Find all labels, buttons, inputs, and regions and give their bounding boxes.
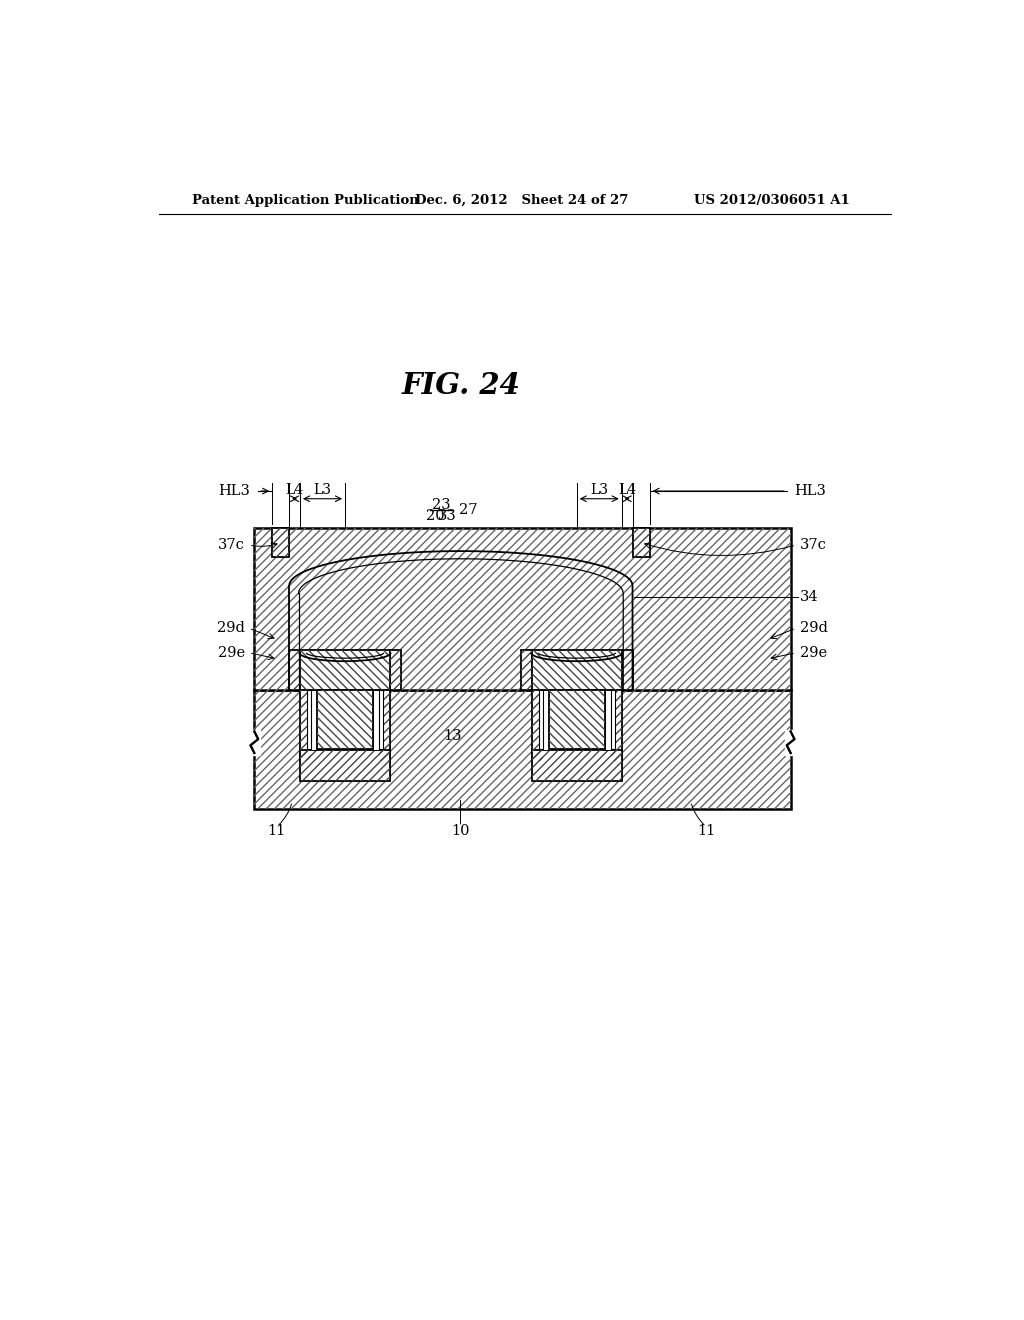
Text: 33: 33: [438, 508, 457, 523]
Bar: [633, 528, 649, 557]
Bar: [289, 649, 300, 689]
Bar: [254, 689, 791, 809]
Polygon shape: [300, 689, 390, 771]
Bar: [300, 750, 390, 781]
Bar: [307, 689, 311, 748]
Bar: [539, 689, 543, 748]
Text: L3: L3: [590, 483, 608, 496]
Text: 10: 10: [452, 824, 470, 838]
Bar: [622, 649, 633, 689]
Bar: [531, 689, 543, 760]
Bar: [622, 649, 633, 689]
Text: Dec. 6, 2012   Sheet 24 of 27: Dec. 6, 2012 Sheet 24 of 27: [415, 194, 628, 207]
Bar: [390, 649, 400, 689]
Bar: [531, 750, 622, 781]
Bar: [390, 649, 400, 689]
Text: Patent Application Publication: Patent Application Publication: [191, 194, 418, 207]
Bar: [531, 649, 622, 689]
Bar: [604, 689, 611, 750]
Text: 37c: 37c: [218, 539, 245, 552]
Bar: [379, 689, 383, 748]
Bar: [300, 649, 390, 689]
Bar: [611, 689, 622, 760]
Bar: [633, 528, 649, 557]
Bar: [317, 689, 373, 748]
Text: 23: 23: [432, 498, 451, 512]
Bar: [611, 689, 614, 748]
Text: HL3: HL3: [218, 484, 251, 498]
Polygon shape: [531, 689, 622, 771]
Bar: [379, 689, 390, 760]
Text: US 2012/0306051 A1: US 2012/0306051 A1: [693, 194, 850, 207]
Text: FIG. 24: FIG. 24: [401, 371, 520, 400]
Text: L3: L3: [313, 483, 332, 496]
Text: 34: 34: [800, 590, 818, 605]
Bar: [289, 649, 300, 689]
Text: 37c: 37c: [800, 539, 826, 552]
Text: 11: 11: [697, 824, 716, 838]
Bar: [300, 649, 390, 689]
Bar: [549, 689, 604, 748]
Bar: [379, 689, 390, 760]
Bar: [300, 689, 311, 760]
Bar: [531, 689, 543, 760]
Text: 27: 27: [460, 503, 478, 517]
Bar: [521, 649, 531, 689]
Bar: [611, 689, 622, 760]
Text: 16(14): 16(14): [317, 729, 366, 743]
Text: 29d: 29d: [217, 622, 245, 635]
Bar: [531, 750, 622, 781]
Bar: [254, 528, 791, 689]
Bar: [300, 750, 390, 781]
Text: L4: L4: [286, 483, 304, 496]
Bar: [254, 689, 791, 809]
Bar: [373, 689, 379, 750]
Bar: [300, 689, 311, 760]
Bar: [521, 649, 531, 689]
Bar: [317, 689, 373, 748]
Bar: [272, 528, 289, 557]
Bar: [254, 528, 791, 689]
Bar: [531, 649, 622, 689]
Text: 11: 11: [267, 824, 286, 838]
Text: 29d: 29d: [800, 622, 827, 635]
Text: 13: 13: [443, 729, 462, 743]
Text: HL3: HL3: [795, 484, 826, 498]
Text: 29e: 29e: [800, 645, 827, 660]
Text: L4: L4: [618, 483, 636, 496]
Text: 20: 20: [426, 508, 444, 523]
Bar: [543, 689, 549, 750]
Bar: [549, 689, 604, 748]
Text: 29e: 29e: [218, 645, 245, 660]
Bar: [272, 528, 289, 557]
Bar: [311, 689, 317, 750]
